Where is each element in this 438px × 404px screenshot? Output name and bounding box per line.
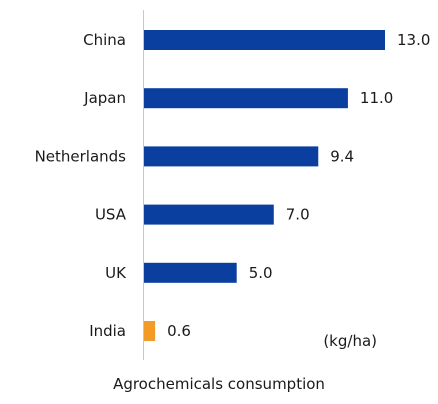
category-label-japan: Japan: [83, 89, 126, 107]
category-label-netherlands: Netherlands: [35, 147, 127, 165]
value-label-uk: 5.0: [249, 264, 273, 282]
category-label-china: China: [83, 31, 126, 49]
value-label-japan: 11.0: [360, 89, 393, 107]
x-axis-caption: Agrochemicals consumption: [113, 375, 325, 393]
value-label-usa: 7.0: [286, 206, 310, 224]
bar-china: [144, 30, 385, 50]
bars-layer: China 13.0 Japan 11.0 Netherlands 9.4 USA 7.0 UK…: [35, 30, 430, 341]
category-label-uk: UK: [105, 264, 127, 282]
value-label-netherlands: 9.4: [330, 147, 354, 165]
value-label-china: 13.0: [397, 31, 430, 49]
bar-uk: [144, 262, 237, 283]
bar-india: [144, 321, 156, 341]
value-label-india: 0.6: [167, 322, 191, 340]
bar-netherlands: [144, 146, 319, 167]
bar-japan: [144, 88, 348, 109]
category-label-usa: USA: [95, 206, 127, 224]
unit-label: (kg/ha): [323, 332, 377, 350]
category-label-india: India: [89, 322, 126, 340]
bar-usa: [144, 204, 274, 225]
